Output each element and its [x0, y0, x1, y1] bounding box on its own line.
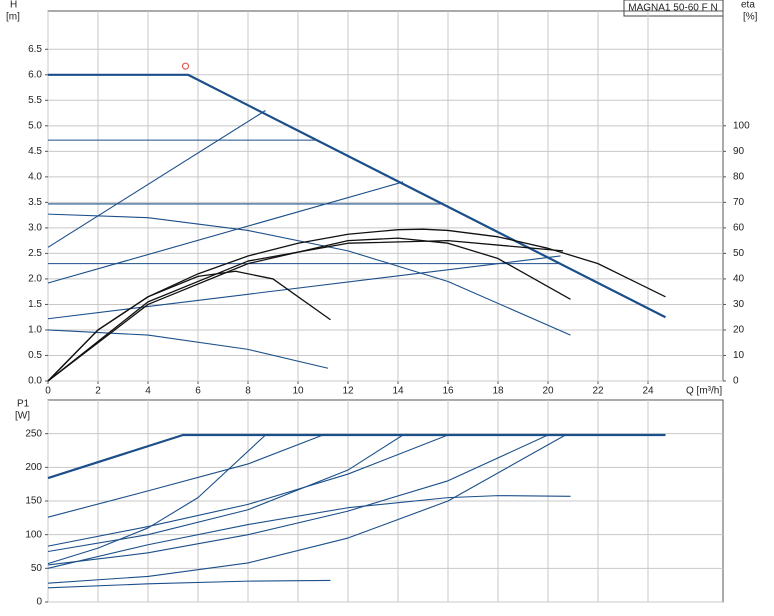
curve [47, 213, 571, 336]
curve [47, 495, 571, 569]
x-tick-label: 8 [245, 386, 251, 397]
y-tick-label: 4.5 [28, 146, 42, 157]
x-tick-label: 14 [392, 386, 404, 397]
y2-tick-label: 100 [733, 120, 750, 131]
plot-area [47, 10, 724, 382]
x-tick-label: 12 [342, 386, 354, 397]
y-tick-label: 1.0 [28, 325, 42, 336]
y2-tick-label: 80 [733, 172, 745, 183]
y2-tick-label: 90 [733, 146, 745, 157]
plot: 0 50 100 150 200 250 [25, 399, 724, 608]
y2-tick-label: 30 [733, 299, 745, 310]
operating-point [182, 62, 189, 70]
x-tick-label: 6 [195, 386, 201, 397]
y-label: H [10, 0, 17, 11]
x-tick-label: 16 [442, 386, 454, 397]
curve [47, 329, 329, 369]
y-tick-label: 3.0 [28, 223, 42, 234]
y-tick-label: 0.0 [28, 376, 42, 387]
efficiency-curve [47, 270, 331, 382]
y2-tick-label: 40 [733, 274, 745, 285]
curve [47, 434, 324, 518]
x-tick-label: 4 [145, 386, 151, 397]
y2-tick-label: 60 [733, 223, 745, 234]
y-tick-label: 4.0 [28, 172, 42, 183]
x-tick-label: 20 [542, 386, 554, 397]
curve [47, 434, 566, 584]
y2-unit: [%] [743, 12, 758, 23]
curve [48, 73, 666, 319]
curve [47, 110, 266, 248]
x-label: Q [m³/h] [686, 386, 722, 397]
curve [47, 579, 331, 589]
curve [47, 434, 549, 566]
legend-text: MAGNA1 50-60 F N [628, 3, 717, 14]
y-tick-label: 200 [25, 462, 42, 473]
y2-tick-label: 0 [733, 376, 739, 387]
y-tick-label: 6.0 [28, 69, 42, 80]
y-unit: [W] [15, 411, 30, 422]
y2-tick-label: 70 [733, 197, 745, 208]
curve [47, 433, 666, 480]
y-tick-label: 250 [25, 428, 42, 439]
plot: 0 2 4 6 8 10 12 14 16 18 20 22 240.00.51.01.52.02.53… [28, 10, 750, 397]
curve [47, 434, 404, 553]
y2-tick-label: 10 [733, 350, 745, 361]
x-tick-label: 18 [492, 386, 504, 397]
y2-tick-label: 50 [733, 248, 745, 259]
y-tick-label: 5.0 [28, 120, 42, 131]
curve [47, 434, 449, 547]
curve [47, 255, 561, 320]
efficiency-curve [47, 228, 666, 382]
y-tick-label: 2.0 [28, 274, 42, 285]
y2-label: eta [741, 0, 755, 11]
x-tick-label: 10 [292, 386, 304, 397]
y-tick-label: 1.5 [28, 299, 42, 310]
x-tick-label: 2 [95, 386, 101, 397]
y-tick-label: 0.5 [28, 350, 42, 361]
efficiency-curve [47, 237, 571, 382]
curve [47, 181, 404, 284]
efficiency-curve [47, 240, 564, 382]
y-label: P1 [17, 399, 30, 410]
y-tick-label: 3.5 [28, 197, 42, 208]
x-tick-label: 24 [642, 386, 654, 397]
y-tick-label: 50 [31, 563, 43, 574]
y-tick-label: 5.5 [28, 95, 42, 106]
legend-box [623, 0, 724, 17]
y-unit: [m] [6, 12, 20, 23]
y-tick-label: 2.5 [28, 248, 42, 259]
x-tick-label: 0 [45, 386, 51, 397]
y-tick-label: 150 [25, 496, 42, 507]
y-tick-label: 0 [36, 597, 42, 608]
curve [47, 434, 266, 565]
y-tick-label: 6.5 [28, 44, 42, 55]
y-tick-label: 100 [25, 529, 42, 540]
x-tick-label: 22 [592, 386, 604, 397]
y2-tick-label: 20 [733, 325, 745, 336]
